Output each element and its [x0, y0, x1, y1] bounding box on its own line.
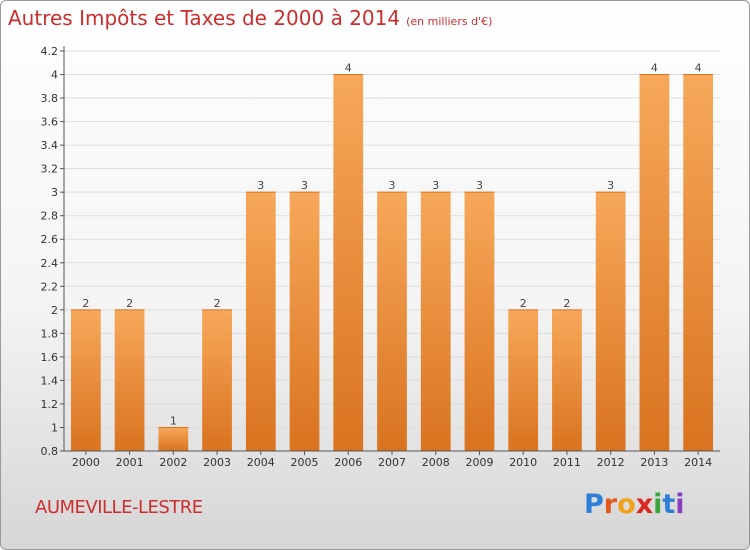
- data-label: 2: [563, 297, 570, 310]
- data-label: 4: [345, 62, 352, 75]
- logo-letter: i: [675, 489, 685, 520]
- y-tick-label: 2.2: [41, 280, 59, 293]
- y-tick-label: 2.4: [41, 257, 59, 270]
- data-label: 3: [607, 179, 614, 192]
- bar-2014[interactable]: [683, 74, 714, 451]
- x-tick-label: 2009: [465, 456, 493, 469]
- x-tick-label: 2007: [378, 456, 406, 469]
- logo-letter: r: [603, 489, 618, 520]
- logo-letter: i: [653, 489, 663, 520]
- bar-2002[interactable]: [158, 427, 189, 451]
- logo-letter: o: [617, 489, 636, 520]
- logo-letter: x: [635, 489, 654, 520]
- bar-2010[interactable]: [508, 309, 539, 451]
- x-tick-label: 2008: [422, 456, 450, 469]
- x-tick-label: 2005: [291, 456, 319, 469]
- y-tick-label: 3: [51, 186, 58, 199]
- y-tick-label: 3.2: [41, 163, 59, 176]
- y-tick-label: 4: [51, 69, 58, 82]
- bar-2003[interactable]: [202, 309, 232, 451]
- y-tick-label: 3.4: [41, 139, 59, 152]
- bar-2008[interactable]: [420, 192, 451, 452]
- x-tick-label: 2002: [159, 456, 187, 469]
- y-tick-label: 2.6: [41, 233, 59, 246]
- x-tick-label: 2003: [203, 456, 231, 469]
- x-tick-label: 2013: [640, 456, 668, 469]
- data-label: 2: [126, 297, 133, 310]
- data-label: 3: [476, 179, 483, 192]
- y-tick-label: 0.8: [41, 445, 59, 458]
- bar-2001[interactable]: [114, 309, 145, 451]
- bar-2009[interactable]: [464, 192, 495, 452]
- bar-2012[interactable]: [595, 192, 626, 452]
- labels: 0.8 1 1.2 1.4 1.6 1.8 2 2.2 2.4 2.6 2.8 3 3.2 3.4 3.6 3…: [41, 45, 713, 469]
- y-tick-label: 3.8: [41, 92, 59, 105]
- bars: [70, 74, 714, 452]
- place-name: AUMEVILLE-LESTRE: [35, 497, 203, 518]
- data-label: 3: [432, 179, 439, 192]
- bar-2000[interactable]: [70, 309, 101, 451]
- data-label: 3: [257, 179, 264, 192]
- y-tick-label: 3.6: [41, 116, 59, 129]
- x-tick-label: 2010: [509, 456, 537, 469]
- y-tick-label: 1.2: [41, 398, 59, 411]
- bar-2006[interactable]: [333, 74, 364, 451]
- data-label: 4: [695, 62, 702, 75]
- chart-title-text: Autres Impôts et Taxes de 2000 à 2014: [8, 6, 401, 30]
- y-tick-label: 1.8: [41, 327, 59, 340]
- bar-2013[interactable]: [639, 74, 670, 451]
- proxiti-logo[interactable]: Proxiti: [584, 489, 685, 520]
- x-tick-label: 2014: [684, 456, 712, 469]
- y-tick-label: 2: [51, 304, 58, 317]
- y-tick-label: 1.4: [41, 374, 59, 387]
- data-label: 3: [389, 179, 396, 192]
- data-label: 1: [170, 414, 177, 427]
- y-tick-label: 1: [51, 421, 58, 434]
- axes: [60, 46, 720, 455]
- x-tick-label: 2011: [553, 456, 581, 469]
- bar-2011[interactable]: [552, 309, 582, 451]
- x-tick-label: 2001: [116, 456, 144, 469]
- chart-subtitle: (en milliers d'€): [406, 15, 493, 28]
- bar-2007[interactable]: [377, 192, 407, 452]
- y-tick-label: 4.2: [41, 45, 59, 58]
- x-tick-label: 2012: [597, 456, 625, 469]
- y-tick-label: 2.8: [41, 210, 59, 223]
- bar-2004[interactable]: [245, 192, 276, 452]
- chart-title: Autres Impôts et Taxes de 2000 à 2014 (en…: [8, 6, 492, 30]
- y-tick-label: 1.6: [41, 351, 59, 364]
- data-label: 2: [520, 297, 527, 310]
- logo-letter: t: [662, 489, 676, 520]
- x-tick-label: 2000: [72, 456, 100, 469]
- data-label: 4: [651, 62, 658, 75]
- data-label: 2: [82, 297, 89, 310]
- logo-letter: P: [584, 489, 604, 520]
- data-label: 2: [214, 297, 221, 310]
- x-tick-label: 2004: [247, 456, 275, 469]
- bar-2005[interactable]: [289, 192, 320, 452]
- data-label: 3: [301, 179, 308, 192]
- x-tick-label: 2006: [334, 456, 362, 469]
